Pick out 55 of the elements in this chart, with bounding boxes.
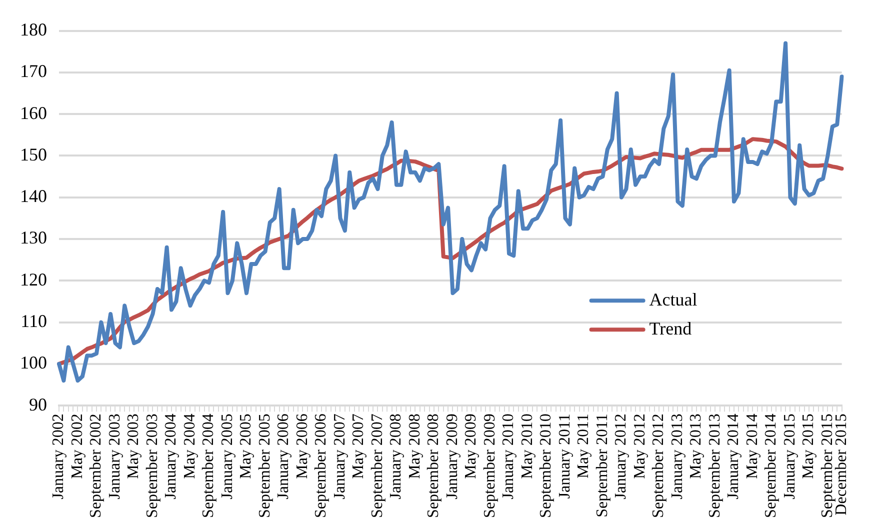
- x-tick-label: May 2003: [125, 414, 142, 479]
- x-tick-label: January 2008: [388, 414, 405, 500]
- y-tick-label: 170: [20, 61, 47, 82]
- y-tick-label: 100: [20, 352, 47, 373]
- x-tick-label: September 2012: [650, 414, 668, 518]
- x-tick-label: May 2014: [744, 414, 761, 479]
- x-tick-label: September 2003: [144, 414, 161, 518]
- y-tick-label: 180: [20, 20, 47, 40]
- x-tick-label: May 2007: [350, 414, 368, 479]
- y-tick-label: 130: [20, 228, 47, 248]
- x-tick-label: January 2003: [106, 414, 124, 500]
- x-tick-label: September 2002: [88, 414, 105, 518]
- x-tick-label: January 2009: [444, 414, 461, 500]
- x-tick-label: January 2007: [331, 414, 348, 500]
- x-tick-label: September 2007: [368, 414, 386, 518]
- x-tick-label: May 2005: [238, 414, 255, 479]
- x-tick-label: January 2005: [218, 414, 236, 500]
- x-tick-label: January 2013: [668, 414, 686, 500]
- x-tick-label: January 2004: [162, 414, 180, 500]
- legend-label: Trend: [649, 318, 692, 338]
- x-tick-label: September 2006: [312, 414, 330, 518]
- x-tick-label: December 2015: [833, 414, 850, 516]
- x-tick-label: January 2011: [556, 414, 574, 499]
- x-tick-label: May 2011: [575, 414, 592, 478]
- x-tick-label: January 2015: [781, 414, 798, 500]
- y-tick-label: 140: [20, 186, 47, 206]
- x-tick-label: January 2010: [500, 414, 518, 500]
- x-tick-label: May 2013: [688, 414, 705, 479]
- x-tick-label: May 2002: [68, 414, 86, 479]
- x-tick-label: January 2002: [50, 414, 68, 500]
- y-tick-label: 120: [20, 269, 47, 290]
- x-tick-label: September 2009: [481, 414, 498, 518]
- y-tick-label: 110: [20, 311, 47, 332]
- x-tick-label: May 2006: [294, 414, 311, 479]
- x-tick-label: January 2014: [725, 414, 742, 500]
- x-tick-label: September 2011: [594, 414, 611, 518]
- x-tick-label: January 2006: [275, 414, 292, 500]
- x-tick-label: September 2005: [256, 414, 274, 518]
- x-tick-label: May 2010: [518, 414, 536, 479]
- y-tick-label: 150: [20, 144, 47, 164]
- x-tick-label: September 2015: [818, 414, 836, 518]
- x-tick-label: September 2013: [706, 414, 724, 518]
- x-tick-label: September 2010: [538, 414, 555, 518]
- y-tick-label: 160: [20, 102, 47, 123]
- x-tick-label: May 2004: [181, 414, 198, 479]
- x-tick-label: September 2014: [762, 414, 780, 518]
- legend-label: Actual: [649, 289, 698, 310]
- x-tick-label: May 2009: [462, 414, 480, 479]
- x-tick-label: January 2012: [612, 414, 630, 500]
- x-tick-label: September 2004: [200, 414, 218, 518]
- x-tick-label: May 2012: [631, 414, 648, 479]
- y-tick-label: 90: [29, 394, 47, 414]
- x-tick-label: May 2015: [800, 414, 818, 479]
- x-tick-label: September 2008: [425, 414, 442, 518]
- x-tick-label: May 2008: [406, 414, 424, 479]
